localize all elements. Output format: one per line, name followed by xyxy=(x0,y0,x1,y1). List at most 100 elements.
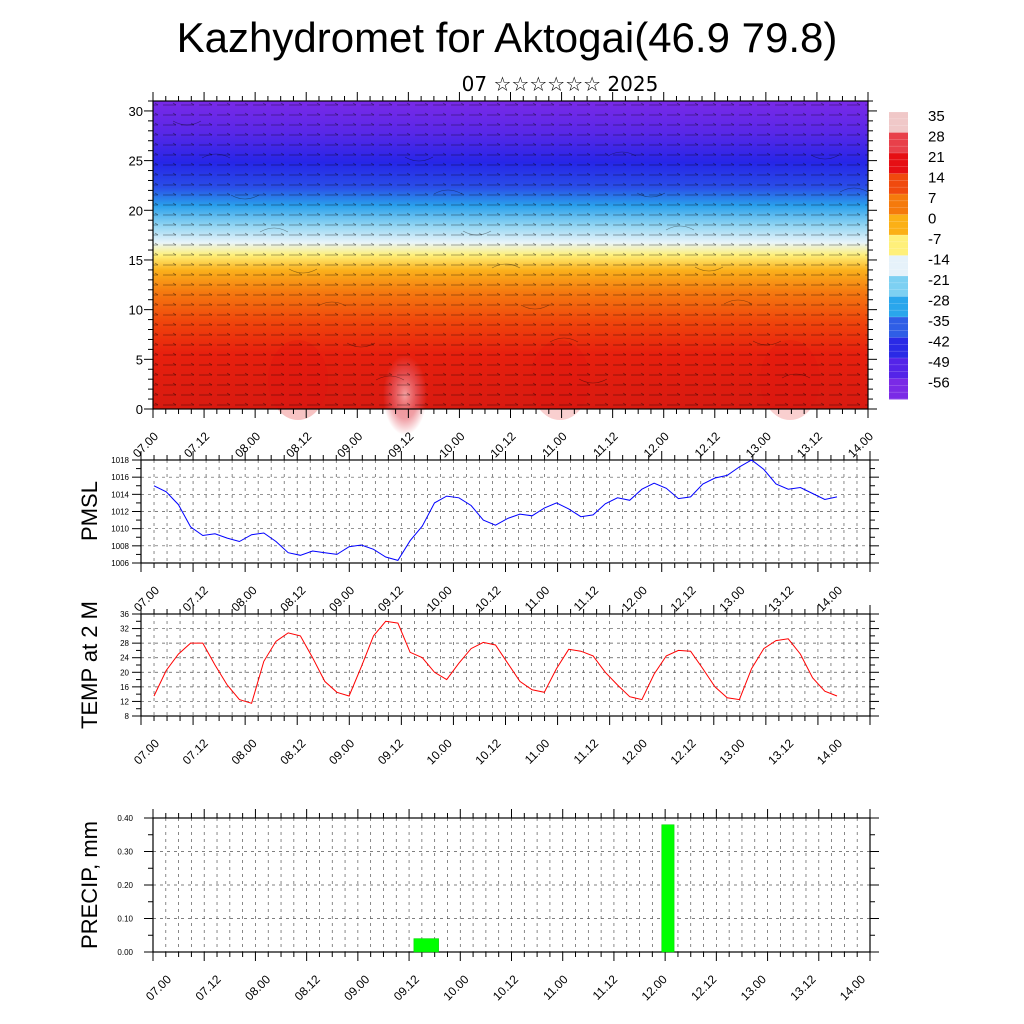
heatmap-x-tick-label: 11.00 xyxy=(539,429,570,460)
wind-streamline xyxy=(172,120,202,126)
precip-x-tick-label: 13.12 xyxy=(787,972,818,1003)
colorbar-swatch xyxy=(889,153,908,174)
pmsl-x-tick-label: 08.12 xyxy=(277,583,308,614)
heatmap-x-tick-label: 12.12 xyxy=(692,429,723,460)
heatmap-x-tick-label: 08.00 xyxy=(232,429,263,460)
wind-streamline xyxy=(636,192,666,198)
colorbar-swatch xyxy=(889,132,908,154)
colorbar-swatch xyxy=(889,112,908,133)
temp-x-tick-label: 11.00 xyxy=(522,736,553,767)
temp-y-tick-label: 16 xyxy=(120,683,129,692)
wind-streamline xyxy=(839,187,869,193)
precip-x-tick-label: 12.00 xyxy=(639,972,670,1003)
precip-frame xyxy=(152,817,871,953)
heatmap-y-tick-label: 20 xyxy=(129,203,143,218)
heatmap-y-tick-label: 10 xyxy=(129,303,143,318)
pmsl-y-tick-label: 1006 xyxy=(111,559,129,568)
temp-x-tick-label: 12.00 xyxy=(619,736,650,767)
precip-y-axis-label: PRECIP, mm xyxy=(77,821,102,949)
precip-y-tick-label: 0.40 xyxy=(117,814,133,823)
wind-streamline xyxy=(317,301,347,307)
precip-x-tick-label: 08.12 xyxy=(292,972,323,1003)
pmsl-y-tick-label: 1014 xyxy=(111,490,129,499)
colorbar-label: -7 xyxy=(928,231,941,248)
colorbar-label: -35 xyxy=(928,313,950,330)
colorbar-label: 0 xyxy=(928,211,936,228)
heatmap-x-tick-label: 13.00 xyxy=(743,429,774,460)
heatmap-y-tick-label: 5 xyxy=(136,352,143,367)
pmsl-x-tick-label: 12.00 xyxy=(619,583,650,614)
precip-x-tick-label: 12.12 xyxy=(688,972,719,1003)
temp-frame xyxy=(140,613,871,717)
temp-x-tick-label: 14.00 xyxy=(814,736,845,767)
heatmap-x-tick-label: 10.00 xyxy=(436,429,467,460)
temp-y-tick-label: 28 xyxy=(120,639,129,648)
precip-bar xyxy=(413,938,439,953)
heatmap-x-tick-label: 13.12 xyxy=(794,429,825,460)
wind-streamline xyxy=(607,151,637,157)
wind-streamline xyxy=(462,230,492,236)
precip-x-tick-label: 09.00 xyxy=(341,972,372,1003)
pmsl-x-tick-label: 10.00 xyxy=(424,583,455,614)
wind-vector-overlay xyxy=(153,101,868,409)
wind-streamline xyxy=(346,342,376,348)
heatmap-y-tick-label: 0 xyxy=(136,402,143,417)
colorbar-label: 28 xyxy=(928,129,945,146)
colorbar-label: 21 xyxy=(928,149,945,166)
wind-streamline xyxy=(578,378,608,384)
precip-x-tick-label: 07.12 xyxy=(193,972,224,1003)
temp-line-chart: 8 12 16 20 24 28 32 36 TEMP at 2 M 07.00 07.12 08.0… xyxy=(77,601,879,767)
temp-x-tick-label: 10.12 xyxy=(472,736,503,767)
colorbar-swatch xyxy=(889,173,908,195)
wind-streamline xyxy=(230,194,260,200)
temp-x-tick-label: 09.00 xyxy=(326,736,357,767)
wind-streamline xyxy=(259,227,289,233)
wind-streamline xyxy=(520,304,550,310)
colorbar-label: -28 xyxy=(928,293,950,310)
temp-y-tick-label: 12 xyxy=(120,697,129,706)
colorbar: 35 28 21 14 7 0 -7 -14 -21 -28 -35 -42 -49 -56 xyxy=(889,108,950,400)
colorbar-label: 7 xyxy=(928,190,936,207)
temp-y-tick-label: 8 xyxy=(125,712,130,721)
temp-x-tick-label: 08.00 xyxy=(229,736,260,767)
heatmap-x-tick-label: 07.12 xyxy=(181,429,212,460)
pmsl-x-tick-label: 09.00 xyxy=(326,583,357,614)
heatmap-y-tick-label: 25 xyxy=(129,154,143,169)
wind-streamline xyxy=(694,266,724,272)
heatmap-y-tick-label: 30 xyxy=(129,104,143,119)
wind-streamline xyxy=(201,153,231,159)
wind-streamline xyxy=(810,154,840,160)
pmsl-y-tick-label: 1016 xyxy=(111,473,129,482)
precip-x-tick-label: 14.00 xyxy=(837,972,868,1003)
colorbar-swatch xyxy=(889,378,908,400)
pmsl-x-tick-label: 11.00 xyxy=(522,583,553,614)
temp-series-line xyxy=(153,620,838,704)
pmsl-series-line xyxy=(153,459,838,561)
colorbar-swatch xyxy=(889,235,908,256)
pmsl-y-tick-label: 1012 xyxy=(111,508,129,517)
precip-bar-chart: 0.00 0.10 0.20 0.30 0.40 PRECIP, mm 07.00 07.12… xyxy=(77,809,879,1003)
pmsl-x-tick-label: 07.00 xyxy=(131,583,162,614)
heatmap-x-tick-label: 12.00 xyxy=(641,429,672,460)
precip-x-tick-label: 11.00 xyxy=(540,972,571,1003)
wind-streamline xyxy=(549,337,579,343)
colorbar-swatch xyxy=(889,194,908,215)
wind-streamline xyxy=(288,268,318,274)
temp-x-tick-label: 08.12 xyxy=(277,736,308,767)
temp-x-tick-label: 11.12 xyxy=(571,736,602,767)
temp-y-tick-label: 24 xyxy=(120,654,129,663)
page-subtitle: 07 ☆☆☆☆☆☆ 2025 xyxy=(461,72,659,96)
heatmap-y-tick-label: 15 xyxy=(129,253,143,268)
heatmap-x-tick-label: 11.12 xyxy=(590,429,621,460)
pmsl-frame xyxy=(140,459,871,564)
colorbar-swatch xyxy=(889,317,908,338)
heatmap-frame xyxy=(152,100,869,410)
heatmap-x-tick-label: 09.00 xyxy=(334,429,365,460)
temp-y-axis-label: TEMP at 2 M xyxy=(77,601,102,729)
precip-x-tick-label: 10.00 xyxy=(440,972,471,1003)
temp-y-tick-label: 32 xyxy=(120,625,129,634)
temp-x-tick-label: 07.00 xyxy=(131,736,162,767)
colorbar-label: -56 xyxy=(928,375,950,392)
